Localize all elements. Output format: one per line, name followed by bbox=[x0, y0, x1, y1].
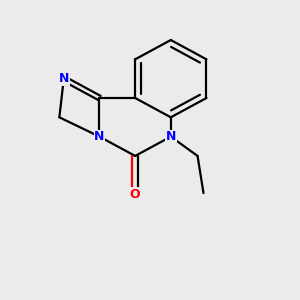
Text: O: O bbox=[130, 188, 140, 201]
Text: N: N bbox=[166, 130, 176, 143]
Text: N: N bbox=[94, 130, 105, 143]
Text: N: N bbox=[58, 72, 69, 85]
